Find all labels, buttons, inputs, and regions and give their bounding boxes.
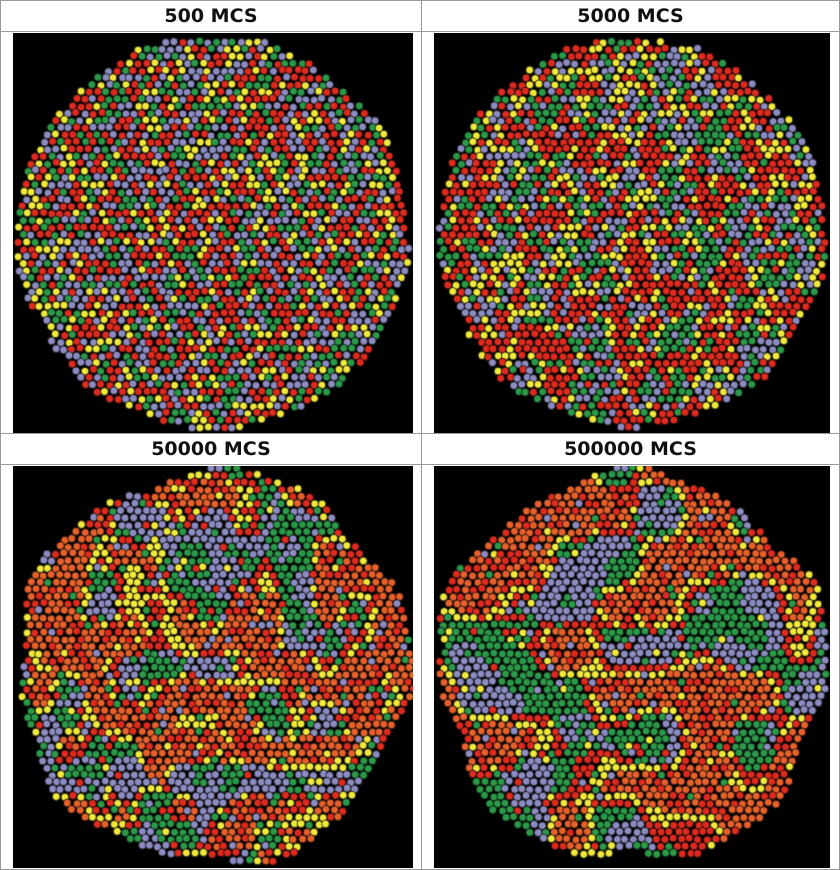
simulation-image-500000-mcs	[434, 466, 830, 868]
simulation-image-frame	[1, 32, 421, 433]
simulation-image-frame	[422, 32, 839, 433]
simulation-image-frame	[422, 465, 839, 869]
simulation-image-50000-mcs	[13, 466, 413, 868]
simulation-image-500-mcs	[13, 33, 413, 433]
panel-500-mcs: 500 MCS	[0, 0, 421, 433]
panel-50000-mcs: 50000 MCS	[0, 433, 421, 870]
panel-label: 500 MCS	[1, 1, 421, 32]
panel-label: 5000 MCS	[422, 1, 839, 32]
panel-label: 50000 MCS	[1, 434, 421, 465]
simulation-image-frame	[1, 465, 421, 869]
panel-5000-mcs: 5000 MCS	[421, 0, 840, 433]
panel-label: 500000 MCS	[422, 434, 839, 465]
panel-500000-mcs: 500000 MCS	[421, 433, 840, 870]
simulation-image-5000-mcs	[434, 33, 830, 433]
